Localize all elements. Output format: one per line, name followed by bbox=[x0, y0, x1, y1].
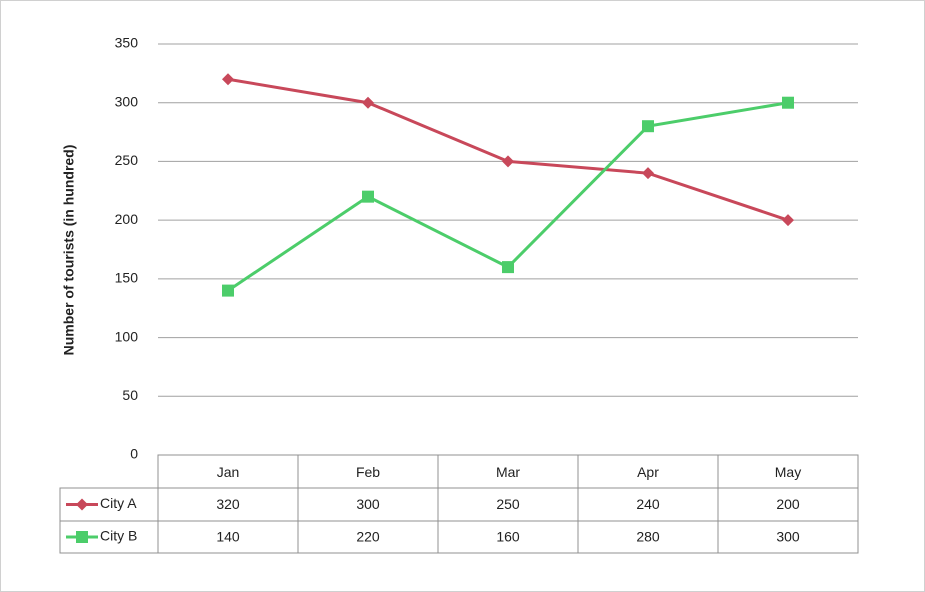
table-value: 200 bbox=[776, 496, 800, 512]
y-tick-label: 50 bbox=[122, 387, 138, 403]
y-tick-label: 350 bbox=[115, 35, 139, 51]
table-value: 140 bbox=[216, 529, 240, 545]
marker bbox=[782, 214, 794, 227]
marker bbox=[642, 120, 654, 133]
table-value: 320 bbox=[216, 496, 240, 512]
marker bbox=[642, 167, 654, 180]
y-tick-label: 100 bbox=[115, 328, 139, 344]
x-tick-label: Apr bbox=[637, 464, 659, 480]
marker bbox=[76, 531, 88, 543]
table-value: 280 bbox=[636, 529, 660, 545]
x-tick-label: Mar bbox=[496, 464, 520, 480]
y-tick-label: 0 bbox=[130, 446, 138, 462]
marker bbox=[502, 261, 514, 274]
table-value: 160 bbox=[496, 529, 520, 545]
table-value: 220 bbox=[356, 529, 380, 545]
x-tick-label: May bbox=[775, 464, 801, 480]
x-tick-label: Jan bbox=[217, 464, 240, 480]
y-tick-label: 300 bbox=[115, 93, 139, 109]
marker bbox=[362, 96, 374, 109]
table-value: 250 bbox=[496, 496, 520, 512]
marker bbox=[502, 155, 514, 168]
marker bbox=[222, 73, 234, 86]
table-value: 300 bbox=[776, 529, 800, 545]
table-value: 240 bbox=[636, 496, 660, 512]
marker bbox=[76, 498, 88, 511]
y-tick-label: 150 bbox=[115, 270, 139, 286]
legend-label: City B bbox=[100, 528, 137, 544]
marker bbox=[782, 96, 794, 109]
x-tick-label: Feb bbox=[356, 464, 380, 480]
marker bbox=[362, 190, 374, 203]
y-axis-label: Number of tourists (in hundred) bbox=[61, 145, 77, 356]
y-tick-label: 250 bbox=[115, 152, 139, 168]
legend-label: City A bbox=[100, 495, 137, 511]
table-value: 300 bbox=[356, 496, 380, 512]
y-tick-label: 200 bbox=[115, 211, 139, 227]
marker bbox=[222, 284, 234, 297]
